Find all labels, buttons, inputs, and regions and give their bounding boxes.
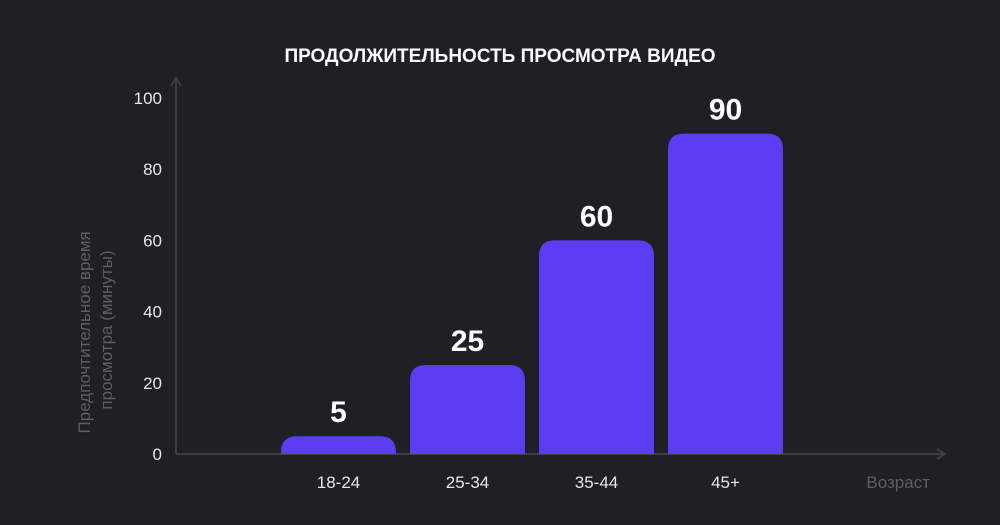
chart-title: ПРОДОЛЖИТЕЛЬНОСТЬ ПРОСМОТРА ВИДЕО — [284, 46, 715, 67]
bar-value-label: 60 — [580, 200, 613, 233]
x-tick-label: 35-44 — [575, 473, 618, 492]
x-axis-title: Возраст — [866, 473, 930, 492]
y-tick-label: 20 — [143, 374, 162, 393]
bar — [539, 240, 654, 454]
x-axis-arrow — [936, 448, 947, 460]
bar-value-label: 25 — [451, 325, 484, 358]
bar — [281, 436, 396, 454]
bars — [281, 133, 783, 454]
x-tick-label: 25-34 — [446, 473, 489, 492]
bar-value-label: 5 — [330, 396, 347, 429]
x-tick-label: 18-24 — [317, 473, 360, 492]
y-axis-title-line-1: Предпочтительное время — [75, 231, 94, 433]
y-axis-title: Предпочтительное время просмотра (минуты… — [75, 227, 116, 434]
y-tick-label: 60 — [143, 231, 162, 250]
bar-value-label: 90 — [709, 94, 742, 127]
y-tick-label: 100 — [134, 89, 162, 108]
y-tick-label: 0 — [153, 445, 162, 464]
y-axis-title-line-2: просмотра (минуты) — [97, 250, 116, 409]
y-tick-label: 40 — [143, 303, 162, 322]
x-tick-label: 45+ — [711, 473, 740, 492]
bar — [668, 133, 783, 454]
y-axis-arrow — [170, 76, 182, 87]
y-ticks: 0 20 40 60 80 100 — [134, 89, 162, 464]
value-labels: 5 25 60 90 — [330, 94, 742, 430]
bar — [410, 365, 525, 454]
y-tick-label: 80 — [143, 160, 162, 179]
x-tick-labels: 18-24 25-34 35-44 45+ — [317, 473, 740, 492]
